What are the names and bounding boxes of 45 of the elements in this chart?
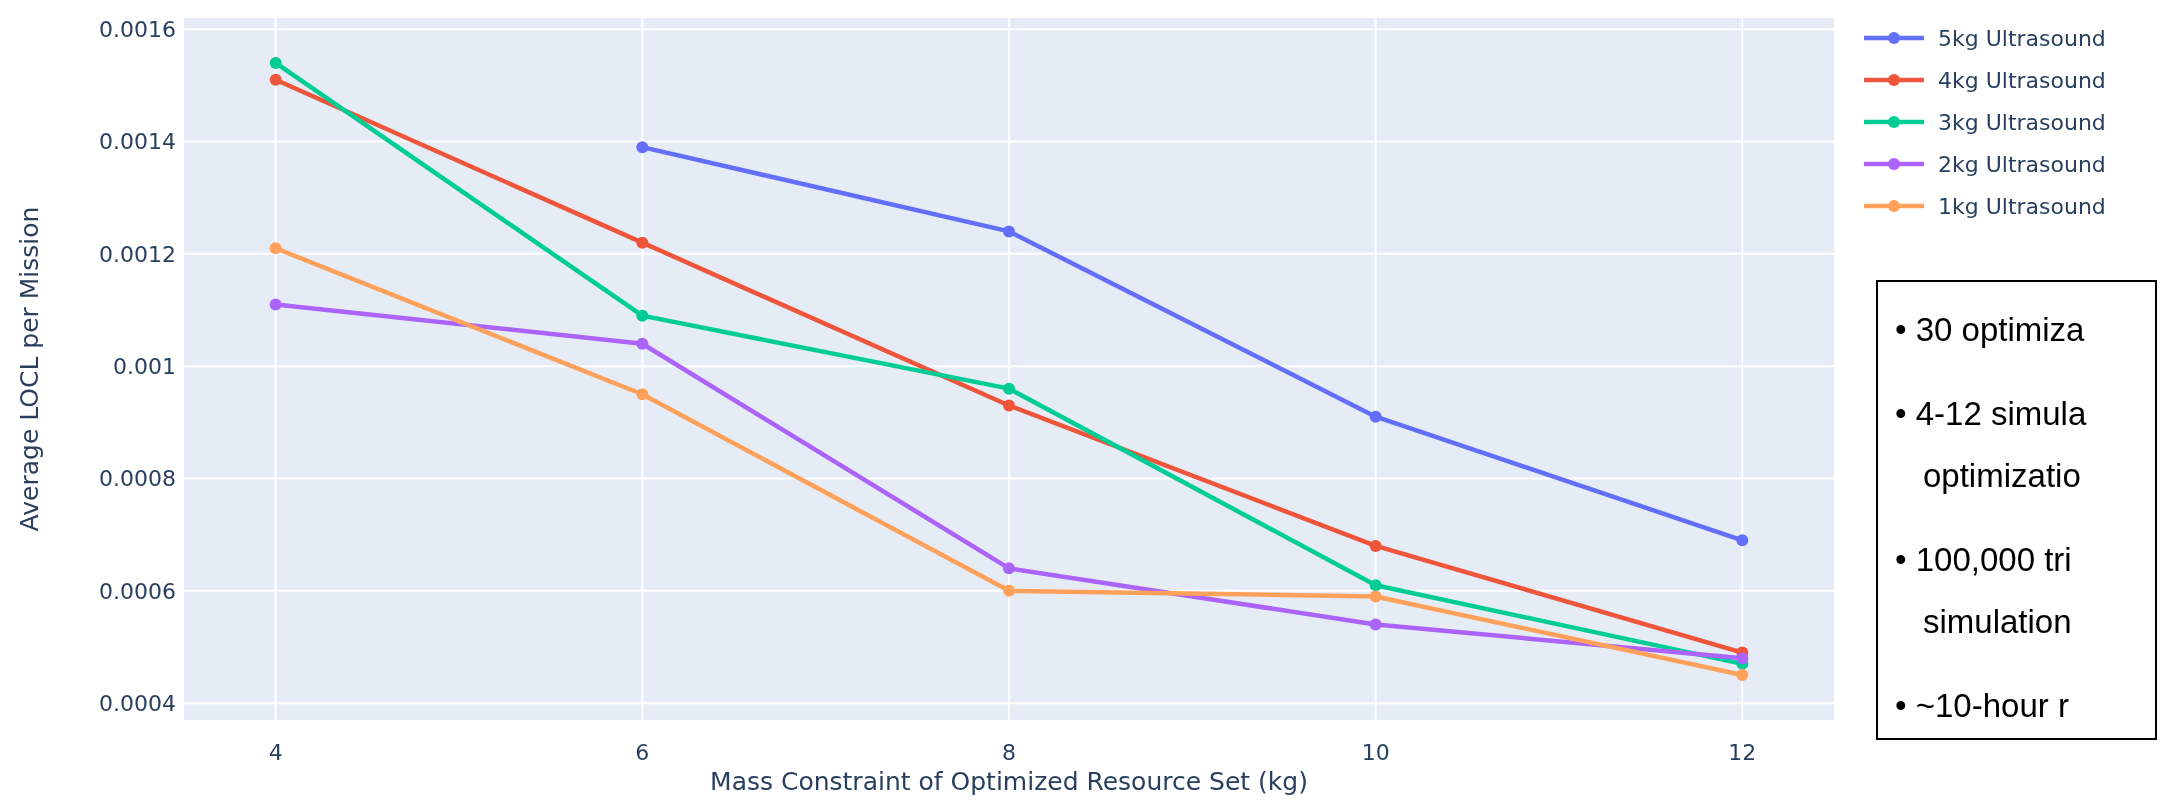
y-tick-label: 0.0006 xyxy=(99,578,176,604)
point xyxy=(269,298,282,311)
point xyxy=(1003,562,1015,575)
point xyxy=(1369,579,1382,592)
y-tick-label: 0.0008 xyxy=(99,466,176,492)
x-tick-label: 8 xyxy=(1002,740,1016,765)
text: • 30 optimiza xyxy=(1895,311,2086,348)
legend-label: 2kg Ultrasound xyxy=(1938,151,2106,177)
x-axis-title: Mass Constraint of Optimized Resource Set (kg) xyxy=(710,767,1308,796)
y-tick-label: 0.001 xyxy=(113,353,176,379)
point xyxy=(269,73,282,86)
x-tick-label: 4 xyxy=(268,740,283,765)
y-tick-label: 0.0014 xyxy=(99,129,176,155)
point xyxy=(636,141,649,154)
point xyxy=(1003,584,1015,597)
point xyxy=(1369,410,1382,423)
point xyxy=(269,56,282,69)
point xyxy=(636,309,649,322)
point xyxy=(1003,382,1015,395)
x-tick-label: 12 xyxy=(1728,740,1757,765)
point xyxy=(1736,652,1749,665)
point xyxy=(1736,534,1749,547)
point xyxy=(1369,590,1382,603)
text: • 4-12 simula optimizatio xyxy=(1895,395,2087,494)
x-tick-label: 6 xyxy=(635,740,650,765)
y-tick-label: 0.0012 xyxy=(99,241,176,267)
point xyxy=(1369,618,1382,631)
legend-label: 3kg Ultrasound xyxy=(1938,109,2106,135)
point xyxy=(636,236,649,249)
point xyxy=(1003,225,1015,238)
point xyxy=(1003,399,1015,412)
y-tick-label: 0.0016 xyxy=(99,16,176,42)
legend-label: 5kg Ultrasound xyxy=(1938,25,2106,51)
x-tick-label: 10 xyxy=(1361,740,1390,765)
y-tick-label: 0.0004 xyxy=(99,690,176,716)
text: • ~10-hour r xyxy=(1895,687,2069,724)
point xyxy=(1369,539,1382,552)
point xyxy=(636,388,649,401)
y-axis-title: Average LOCL per Mission xyxy=(15,206,44,532)
legend-label: 4kg Ultrasound xyxy=(1938,67,2106,93)
point xyxy=(636,337,649,350)
legend-label: 1kg Ultrasound xyxy=(1938,193,2106,219)
point xyxy=(269,242,282,255)
point xyxy=(1736,669,1749,682)
text: • 100,000 tri simulation xyxy=(1895,541,2072,640)
